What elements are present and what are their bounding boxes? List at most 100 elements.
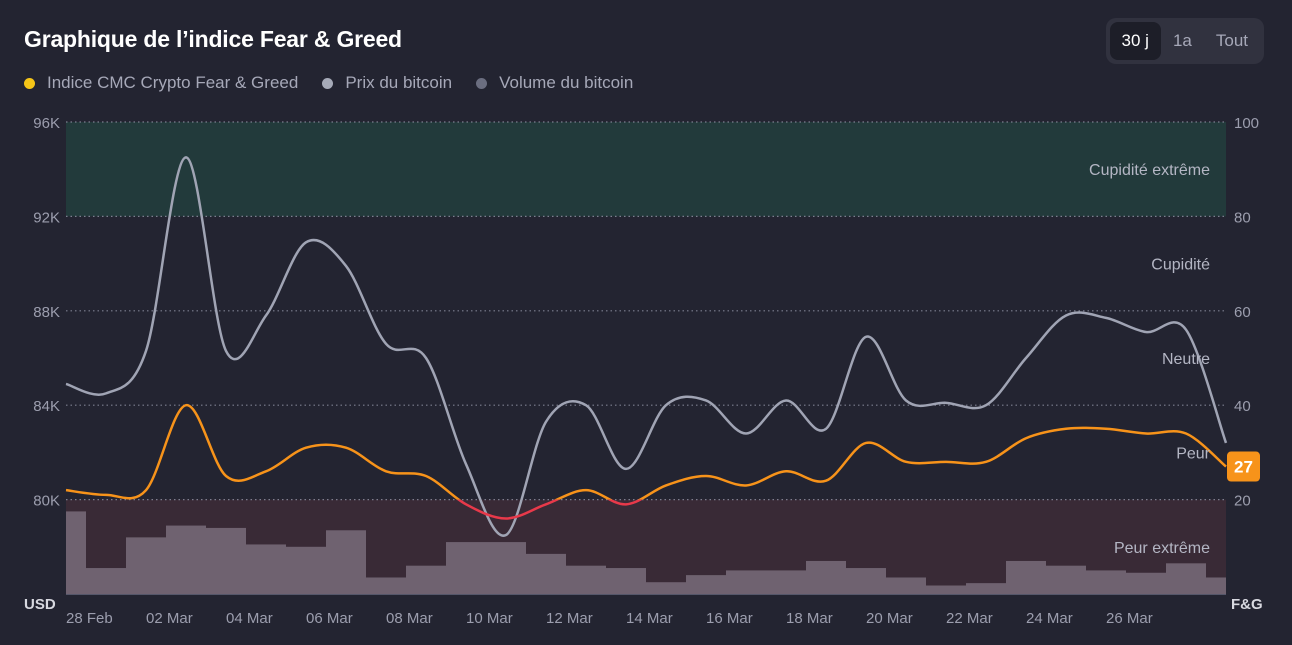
- left-axis-tick: 80K: [33, 493, 60, 510]
- volume-bar: [966, 583, 1006, 594]
- fear-greed-point[interactable]: [623, 501, 629, 507]
- volume-bar: [166, 525, 206, 594]
- legend-dot-bitcoin-volume-icon: [476, 77, 488, 89]
- legend-label-bitcoin-volume: Volume du bitcoin: [499, 73, 634, 92]
- zone-label: Neutre: [1162, 351, 1210, 368]
- x-axis-tick: 20 Mar: [866, 610, 913, 627]
- right-axis-tick: 20: [1234, 493, 1251, 510]
- volume-bar: [486, 542, 526, 594]
- legend-item-fear-greed[interactable]: Indice CMC Crypto Fear & Greed: [24, 73, 298, 93]
- x-axis-tick: 06 Mar: [306, 610, 353, 627]
- extreme-greed-zone: [66, 122, 1226, 217]
- fear-greed-point[interactable]: [543, 501, 549, 507]
- fear-greed-point[interactable]: [503, 515, 509, 521]
- volume-bar: [286, 546, 326, 594]
- volume-bar: [886, 577, 926, 594]
- fear-greed-point[interactable]: [863, 440, 869, 446]
- range-button-1y[interactable]: 1a: [1172, 31, 1192, 50]
- legend-dot-bitcoin-price-icon: [322, 77, 334, 89]
- fear-greed-line[interactable]: [65, 403, 1227, 518]
- range-button-all[interactable]: Tout: [1215, 31, 1248, 50]
- fear-greed-point[interactable]: [423, 473, 429, 479]
- fear-greed-point[interactable]: [1143, 431, 1149, 437]
- fear-greed-point[interactable]: [743, 482, 749, 488]
- right-axis-tick: 40: [1234, 398, 1251, 415]
- left-axis-tick: 92K: [33, 209, 60, 226]
- fear-greed-point[interactable]: [1023, 435, 1029, 441]
- volume-bar: [406, 565, 446, 594]
- x-axis-tick: 08 Mar: [386, 610, 433, 627]
- volume-bar: [686, 575, 726, 594]
- volume-bar: [1086, 570, 1126, 594]
- volume-bar: [806, 560, 846, 594]
- volume-bar: [726, 570, 766, 594]
- x-axis-tick: 04 Mar: [226, 610, 273, 627]
- legend-dot-fear-greed-icon: [24, 77, 35, 89]
- x-axis-tick: 22 Mar: [946, 610, 993, 627]
- fear-greed-point[interactable]: [63, 487, 69, 493]
- zone-label: Peur extrême: [1114, 540, 1210, 557]
- fear-greed-point[interactable]: [983, 459, 989, 465]
- right-axis-tick: 80: [1234, 209, 1251, 226]
- fear-greed-point[interactable]: [383, 468, 389, 474]
- range-button-30d[interactable]: 30 j: [1109, 22, 1161, 60]
- current-value-badge: [1227, 451, 1260, 482]
- chart-title: Graphique de l’indice Fear & Greed: [24, 26, 402, 52]
- current-value-text: 27: [1234, 458, 1253, 477]
- x-axis-tick: 16 Mar: [706, 610, 753, 627]
- fear-greed-point[interactable]: [703, 473, 709, 479]
- fear-greed-point[interactable]: [143, 487, 149, 493]
- fear-greed-point[interactable]: [103, 492, 109, 498]
- fear-greed-point[interactable]: [463, 501, 469, 507]
- volume-bar: [1166, 563, 1206, 594]
- fear-greed-point[interactable]: [1183, 431, 1189, 437]
- legend-item-bitcoin-volume[interactable]: Volume du bitcoin: [476, 73, 633, 93]
- legend-item-bitcoin-price[interactable]: Prix du bitcoin: [322, 73, 452, 93]
- x-axis-tick: 14 Mar: [626, 610, 673, 627]
- x-axis-tick: 18 Mar: [786, 610, 833, 627]
- volume-bar: [526, 553, 566, 594]
- fear-greed-point[interactable]: [903, 459, 909, 465]
- left-axis-title: USD: [24, 596, 56, 613]
- volume-bar: [566, 565, 606, 594]
- volume-bar: [926, 585, 966, 594]
- volume-bar: [126, 537, 166, 594]
- fear-greed-point[interactable]: [583, 487, 589, 493]
- x-axis-tick: 12 Mar: [546, 610, 593, 627]
- x-axis-tick: 10 Mar: [466, 610, 513, 627]
- left-axis-tick: 88K: [33, 304, 60, 321]
- volume-bar: [1206, 577, 1226, 594]
- right-axis-title: F&G: [1231, 596, 1263, 613]
- fear-greed-point[interactable]: [1103, 426, 1109, 432]
- x-axis-tick: 26 Mar: [1106, 610, 1153, 627]
- volume-bar: [246, 544, 286, 594]
- left-axis-tick: 84K: [33, 398, 60, 415]
- fear-greed-point[interactable]: [943, 459, 949, 465]
- volume-bar: [846, 568, 886, 594]
- legend-label-fear-greed: Indice CMC Crypto Fear & Greed: [47, 73, 299, 92]
- volume-bar: [66, 511, 86, 594]
- volume-bar: [766, 570, 806, 594]
- volume-bar: [366, 577, 406, 594]
- volume-bar: [86, 568, 126, 594]
- fear-greed-point[interactable]: [823, 478, 829, 484]
- fear-greed-point[interactable]: [183, 402, 189, 408]
- fear-greed-point[interactable]: [303, 445, 309, 451]
- fear-greed-point[interactable]: [343, 445, 349, 451]
- fear-greed-point[interactable]: [1063, 426, 1069, 432]
- fear-greed-point[interactable]: [263, 468, 269, 474]
- fear-greed-point[interactable]: [663, 482, 669, 488]
- x-axis-tick: 28 Feb: [66, 610, 113, 627]
- volume-bar: [646, 582, 686, 594]
- fear-greed-point[interactable]: [783, 468, 789, 474]
- fear-greed-point[interactable]: [223, 473, 229, 479]
- volume-bar: [1126, 572, 1166, 594]
- volume-bar: [446, 542, 486, 594]
- zone-label: Cupidité extrême: [1089, 162, 1210, 179]
- left-axis-tick: 96K: [33, 115, 60, 132]
- volume-bar: [606, 568, 646, 594]
- zone-label: Peur: [1176, 445, 1210, 462]
- fear-greed-line-extreme-fear[interactable]: [66, 405, 1226, 520]
- bitcoin-price-line[interactable]: [65, 156, 1228, 537]
